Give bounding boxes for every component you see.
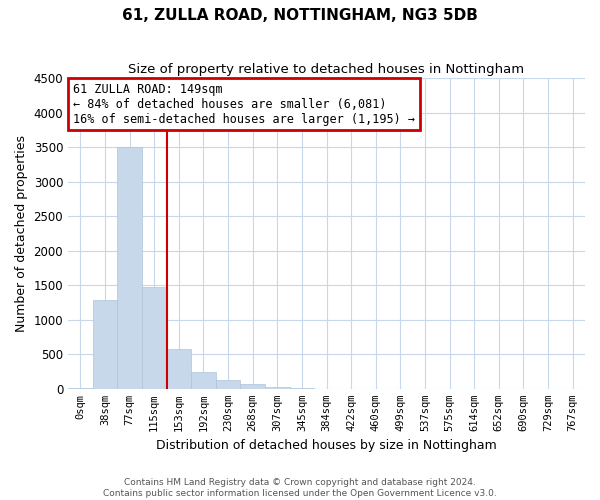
Text: Contains HM Land Registry data © Crown copyright and database right 2024.
Contai: Contains HM Land Registry data © Crown c… [103, 478, 497, 498]
Text: 61 ZULLA ROAD: 149sqm
← 84% of detached houses are smaller (6,081)
16% of semi-d: 61 ZULLA ROAD: 149sqm ← 84% of detached … [73, 82, 415, 126]
Y-axis label: Number of detached properties: Number of detached properties [15, 135, 28, 332]
Bar [142, 286, 167, 389]
Bar [191, 372, 216, 389]
Bar [241, 384, 265, 389]
Bar [216, 380, 241, 389]
Bar [92, 300, 117, 389]
Text: 61, ZULLA ROAD, NOTTINGHAM, NG3 5DB: 61, ZULLA ROAD, NOTTINGHAM, NG3 5DB [122, 8, 478, 22]
Bar [167, 350, 191, 389]
Title: Size of property relative to detached houses in Nottingham: Size of property relative to detached ho… [128, 62, 524, 76]
Bar [117, 147, 142, 389]
X-axis label: Distribution of detached houses by size in Nottingham: Distribution of detached houses by size … [156, 440, 497, 452]
Bar [265, 387, 290, 389]
